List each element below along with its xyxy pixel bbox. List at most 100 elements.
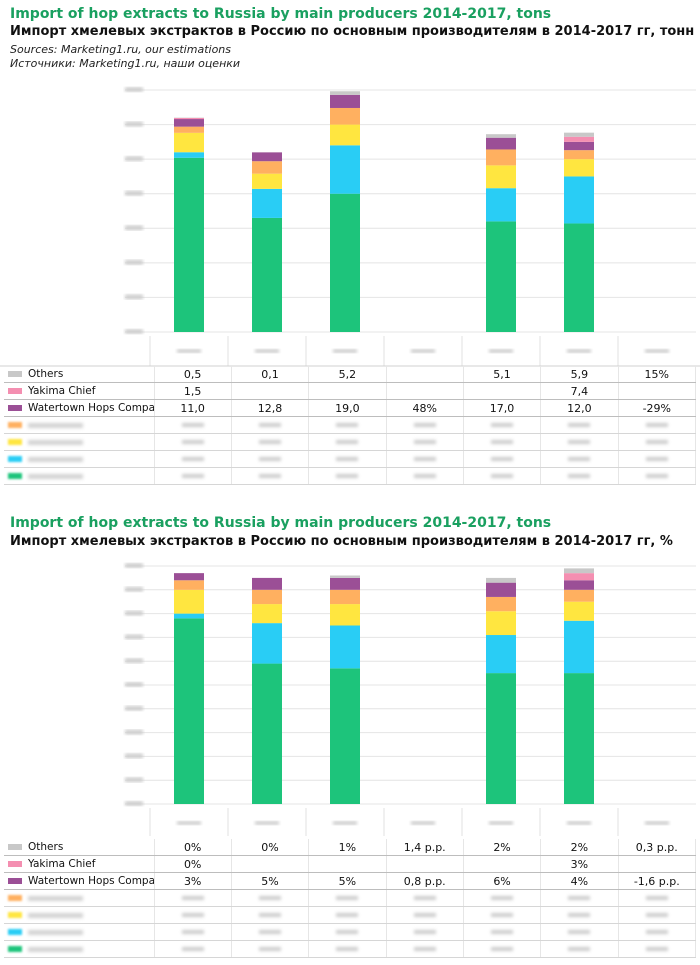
bar-segment-watertown xyxy=(252,152,282,162)
bar-segment-yellow xyxy=(486,165,516,189)
x-tick-label xyxy=(567,821,591,825)
bar-segment-orange xyxy=(330,589,360,605)
bar-segment-green xyxy=(174,618,204,804)
bar-segment-watertown xyxy=(486,582,516,597)
table-cell: 3% xyxy=(154,872,232,890)
legend-swatch xyxy=(8,861,22,867)
table-cell-obscured xyxy=(540,906,619,924)
bar-segment-yellow xyxy=(564,601,594,621)
table-row-obscured xyxy=(4,416,697,434)
chart2-plot xyxy=(125,563,696,836)
row-label xyxy=(4,906,155,924)
bar-segment-cyan xyxy=(564,620,594,674)
bar-segment-green xyxy=(330,668,360,804)
legend-swatch xyxy=(8,456,22,462)
table-cell xyxy=(386,382,464,400)
table-cell: 12,8 xyxy=(231,399,310,417)
table-cell: 2% xyxy=(463,839,542,856)
table-cell-obscured xyxy=(463,889,542,907)
table-cell-obscured xyxy=(231,467,310,485)
bar-segment-watertown xyxy=(330,94,360,108)
table-cell-obscured xyxy=(463,906,542,924)
bar-segment-cyan xyxy=(486,635,516,674)
table-cell xyxy=(231,855,310,873)
obscured-label xyxy=(28,456,83,462)
bar-segment-cyan xyxy=(330,625,360,669)
chart2-title: Import of hop extracts to Russia by main… xyxy=(10,515,552,531)
chart1-title-ru: Импорт хмелевых экстрактов в Россию по о… xyxy=(10,24,695,39)
table-cell: 48% xyxy=(386,399,464,417)
obscured-label xyxy=(28,439,83,445)
table-cell: 5,9 xyxy=(540,366,619,383)
bar-segment-watertown xyxy=(564,580,594,590)
x-tick-label xyxy=(645,349,669,353)
table-cell-obscured xyxy=(540,467,619,485)
table-cell-obscured xyxy=(540,416,619,434)
y-tick-label xyxy=(125,753,143,759)
table-cell-obscured xyxy=(231,416,310,434)
table-cell-obscured xyxy=(463,433,542,451)
bar-segment-yellow xyxy=(252,173,282,189)
y-tick-label xyxy=(125,610,143,616)
y-tick-label xyxy=(125,705,143,711)
table-cell-obscured xyxy=(154,450,232,468)
table-cell: 4% xyxy=(540,872,619,890)
x-tick-label xyxy=(255,821,279,825)
table-cell-obscured xyxy=(540,450,619,468)
row-label: Others xyxy=(4,366,155,383)
x-tick-label xyxy=(333,821,357,825)
table-cell xyxy=(463,855,542,873)
y-tick-label xyxy=(125,156,143,162)
table-cell: 5% xyxy=(231,872,310,890)
row-label xyxy=(4,433,155,451)
table-cell: 0,3 p.p. xyxy=(618,839,697,856)
table-cell-obscured xyxy=(154,940,232,958)
row-label: Watertown Hops Company xyxy=(4,872,155,890)
table-cell-obscured xyxy=(540,433,619,451)
bar-segment-yakima xyxy=(564,136,594,142)
table-row-obscured xyxy=(4,940,697,958)
bar-segment-green xyxy=(486,673,516,804)
legend-swatch xyxy=(8,422,22,428)
legend-swatch xyxy=(8,439,22,445)
table-cell: 5,2 xyxy=(308,366,387,383)
table-cell: 1% xyxy=(308,839,387,856)
x-tick-label xyxy=(255,349,279,353)
row-label-text: Others xyxy=(28,368,64,380)
bar-segment-green xyxy=(330,193,360,332)
bar-segment-watertown xyxy=(486,137,516,150)
table-cell-obscured xyxy=(618,433,697,451)
x-tick-label xyxy=(645,821,669,825)
table-cell-obscured xyxy=(463,416,542,434)
table-cell-obscured xyxy=(618,450,697,468)
table-cell-obscured xyxy=(618,467,697,485)
table-cell-obscured xyxy=(231,450,310,468)
obscured-label xyxy=(28,473,83,479)
x-tick-label xyxy=(567,349,591,353)
table-cell-obscured xyxy=(618,889,697,907)
legend-swatch xyxy=(8,878,22,884)
table-cell-obscured xyxy=(231,906,310,924)
y-tick-label xyxy=(125,801,143,806)
table-cell-obscured xyxy=(386,467,464,485)
chart1-source-ru: Источники: Marketing1.ru, наши оценки xyxy=(10,57,241,70)
table-cell: 17,0 xyxy=(463,399,542,417)
table-cell: 0% xyxy=(154,839,232,856)
chart1-source-en: Sources: Marketing1.ru, our estimations xyxy=(10,43,231,56)
table-cell-obscured xyxy=(386,923,464,941)
chart1-title: Import of hop extracts to Russia by main… xyxy=(10,6,552,22)
table-cell-obscured xyxy=(231,940,310,958)
row-label-text: Watertown Hops Company xyxy=(28,402,154,414)
bar-segment-others xyxy=(330,575,360,578)
table-row: Others 0% 0% 1% 1,4 p.p. 2% 2% 0,3 p.p. xyxy=(4,839,697,856)
table-cell: 0,8 p.p. xyxy=(386,872,464,890)
bar-segment-cyan xyxy=(330,145,360,194)
table-cell-obscured xyxy=(386,940,464,958)
table-cell-obscured xyxy=(463,450,542,468)
table-cell xyxy=(308,382,387,400)
bar-segment-watertown xyxy=(564,141,594,151)
bar-segment-others xyxy=(330,91,360,95)
table-cell xyxy=(463,382,542,400)
y-tick-label xyxy=(125,225,143,231)
table-cell: 12,0 xyxy=(540,399,619,417)
